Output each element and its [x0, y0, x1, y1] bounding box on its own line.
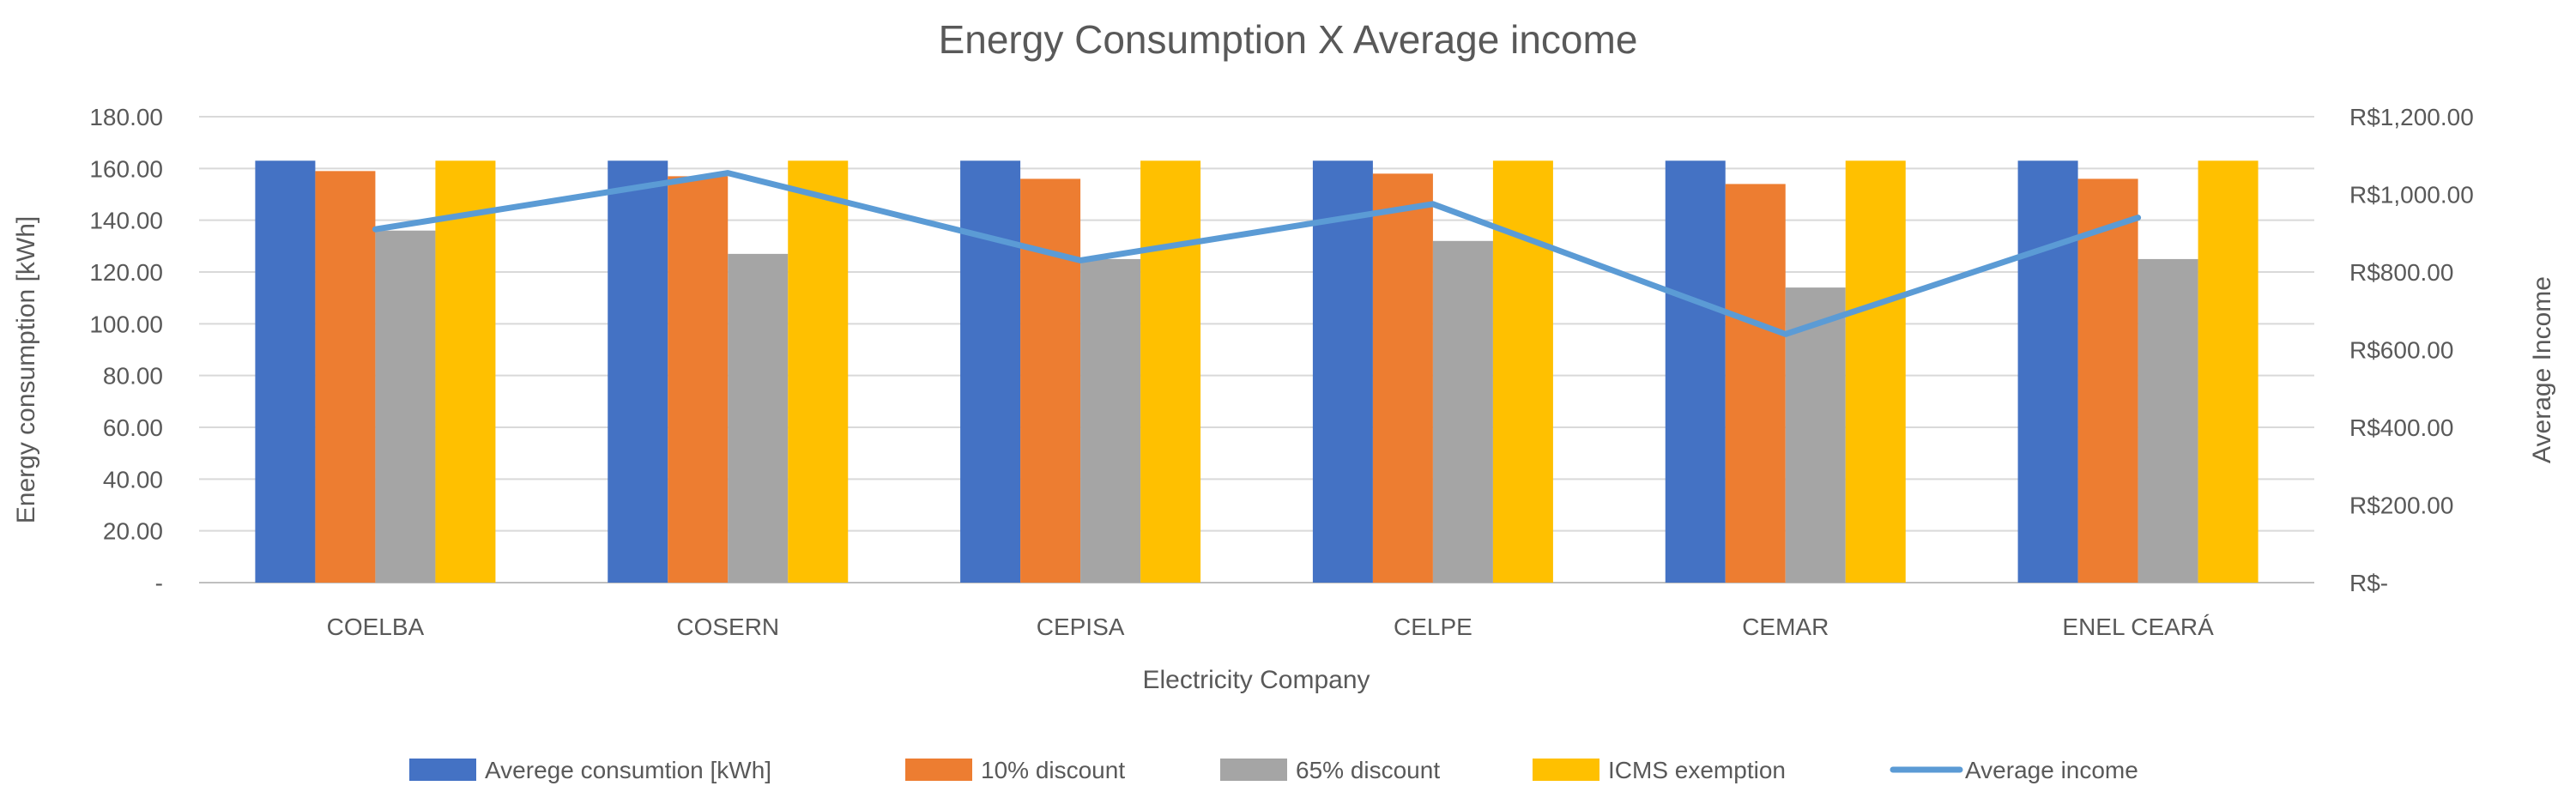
- y-tick-label: -: [155, 570, 163, 596]
- gridlines: [199, 116, 2314, 583]
- y2-tick-label: R$400.00: [2349, 414, 2453, 441]
- bar: [668, 176, 729, 583]
- bar: [2198, 160, 2259, 583]
- bar: [1845, 160, 1906, 583]
- bar: [1372, 173, 1433, 583]
- line-point: [1078, 257, 1084, 263]
- y2-axis-label: Average Income: [2528, 276, 2556, 463]
- x-tick-label: COELBA: [327, 614, 425, 640]
- legend-swatch: [409, 759, 476, 781]
- y-tick-label: 100.00: [89, 311, 163, 337]
- bar: [1080, 258, 1141, 583]
- x-tick-label: COSERN: [676, 614, 779, 640]
- legend-label: 65% discount: [1296, 757, 1440, 783]
- y-tick-label: 160.00: [89, 155, 163, 182]
- bar: [960, 160, 1021, 583]
- bar: [2017, 160, 2078, 583]
- line-point: [1430, 201, 1436, 207]
- chart-title: Energy Consumption X Average income: [939, 17, 1638, 62]
- bar: [2138, 258, 2198, 583]
- bar-series: [255, 160, 2259, 583]
- bar: [315, 171, 376, 583]
- bar: [1665, 160, 1726, 583]
- x-tick-label: CEPISA: [1037, 614, 1125, 640]
- left-axis-ticks: - 20.00 40.00 60.00 80.00 100.00 120.00 140.00 1…: [89, 104, 163, 596]
- y-axis-label: Energy consumption [kWh]: [12, 216, 40, 524]
- x-tick-label: CEMAR: [1742, 614, 1829, 640]
- legend-label: Average income: [1965, 757, 2138, 783]
- bar: [2077, 178, 2138, 583]
- y-tick-label: 40.00: [103, 466, 163, 493]
- bar: [1785, 287, 1846, 583]
- bar: [608, 160, 668, 583]
- legend-label: ICMS exemption: [1608, 757, 1786, 783]
- legend-swatch: [1533, 759, 1599, 781]
- bar: [1725, 184, 1786, 583]
- right-axis-ticks: R$- R$200.00 R$400.00 R$600.00 R$800.00 R$1,0…: [2349, 104, 2474, 596]
- y2-tick-label: R$800.00: [2349, 259, 2453, 286]
- bar: [255, 160, 316, 583]
- line-series: [372, 170, 2142, 337]
- y2-tick-label: R$1,000.00: [2349, 182, 2474, 209]
- x-axis-ticks: COELBA COSERN CEPISA CELPE CEMAR ENEL CEARÁ: [327, 614, 2214, 640]
- legend: Averege consumtion [kWh] 10% discount 65% …: [409, 757, 2138, 783]
- bar: [788, 160, 849, 583]
- line-point: [725, 170, 731, 176]
- y-tick-label: 120.00: [89, 259, 163, 286]
- legend-swatch: [905, 759, 972, 781]
- line-point: [372, 227, 378, 233]
- y2-tick-label: R$600.00: [2349, 337, 2453, 364]
- y-tick-label: 180.00: [89, 104, 163, 130]
- x-tick-label: CELPE: [1394, 614, 1472, 640]
- legend-swatch: [1220, 759, 1287, 781]
- y2-tick-label: R$1,200.00: [2349, 104, 2474, 130]
- bar: [1312, 160, 1373, 583]
- y2-tick-label: R$200.00: [2349, 493, 2453, 519]
- y-tick-label: 60.00: [103, 414, 163, 441]
- bar: [1140, 160, 1201, 583]
- legend-label: 10% discount: [981, 757, 1125, 783]
- bar: [728, 253, 789, 583]
- x-axis-label: Electricity Company: [1142, 666, 1370, 694]
- y-tick-label: 140.00: [89, 208, 163, 234]
- x-tick-label: ENEL CEARÁ: [2062, 614, 2214, 640]
- average-income-line: [372, 170, 2142, 337]
- y-tick-label: 20.00: [103, 518, 163, 545]
- bar: [1432, 240, 1493, 583]
- bar: [375, 230, 436, 583]
- bar: [1492, 160, 1553, 583]
- y2-tick-label: R$-: [2349, 570, 2388, 596]
- legend-label: Averege consumtion [kWh]: [485, 757, 771, 783]
- y-tick-label: 80.00: [103, 363, 163, 390]
- line-point: [1782, 331, 1788, 337]
- line-point: [2135, 215, 2141, 221]
- bar: [435, 160, 496, 583]
- bar: [1020, 178, 1081, 583]
